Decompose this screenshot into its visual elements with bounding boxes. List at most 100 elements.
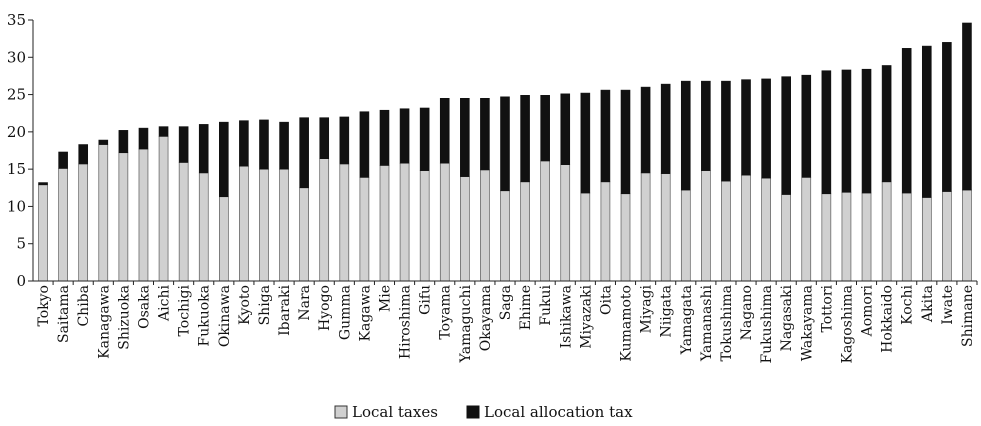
- x-tick-label-okinawa: Okinawa: [217, 285, 233, 347]
- bar-local-allocation-tax-kochi: [901, 48, 912, 194]
- legend-swatch-local-allocation-tax: [466, 405, 480, 419]
- bar-local-taxes-kumamoto: [620, 193, 631, 282]
- y-tick-label: 35: [7, 11, 26, 29]
- x-axis: Tokyo Saitama Chiba Kanagawa Shizuoka Osaka Ai…: [33, 280, 978, 364]
- x-tick-label-shiga: Shiga: [257, 285, 273, 325]
- x-tick-label-ibaraki: Ibaraki: [277, 284, 293, 335]
- bar-local-taxes-aomori: [861, 192, 872, 282]
- bar-local-allocation-tax-shiga: [259, 119, 269, 170]
- x-tick-label-osaka: Osaka: [136, 285, 152, 329]
- bar-local-allocation-tax-wakayama: [801, 74, 812, 178]
- x-tick-label-aomori: Aomori: [860, 284, 876, 337]
- y-tick-label: 20: [7, 123, 26, 141]
- x-tick-label-tottori: Tottori: [819, 284, 835, 332]
- bar-local-taxes-fukuoka: [198, 172, 209, 282]
- y-tick-label: 10: [7, 197, 26, 215]
- x-tick-label-tochigi: Tochigi: [177, 284, 193, 336]
- bar-local-allocation-tax-tochigi: [178, 126, 189, 163]
- x-tick-label-chiba: Chiba: [76, 285, 92, 327]
- bar-local-allocation-tax-fukushima: [761, 78, 771, 179]
- bar-local-allocation-tax-osaka: [138, 127, 149, 150]
- bar-local-taxes-ishikawa: [560, 164, 571, 282]
- y-tick-label: 0: [16, 272, 26, 290]
- bar-local-allocation-tax-miyazaki: [580, 92, 591, 194]
- bar-local-taxes-shizuoka: [118, 152, 129, 282]
- bar-local-taxes-shiga: [259, 168, 269, 282]
- bar-local-taxes-toyama: [439, 162, 450, 282]
- bar-local-allocation-tax-nagano: [741, 79, 751, 176]
- bar-local-taxes-hyogo: [319, 158, 330, 282]
- bar-local-allocation-tax-aomori: [861, 68, 872, 194]
- bar-local-taxes-chiba: [78, 163, 89, 282]
- x-tick-label-saitama: Saitama: [56, 285, 72, 343]
- bar-local-allocation-tax-niigata: [660, 83, 671, 174]
- bar-local-allocation-tax-saitama: [58, 151, 68, 169]
- x-tick-label-akita: Akita: [920, 285, 936, 323]
- x-tick-label-yamaguchi: Yamaguchi: [458, 284, 474, 363]
- bar-local-taxes-kochi: [901, 192, 912, 282]
- bar-local-taxes-miyagi: [640, 172, 651, 282]
- x-tick-label-aichi: Aichi: [157, 284, 173, 321]
- x-tick-label-kanagawa: Kanagawa: [96, 285, 112, 359]
- bar-local-allocation-tax-ehime: [520, 95, 530, 183]
- x-tick-label-tokyo: Tokyo: [36, 285, 52, 327]
- bar-local-taxes-wakayama: [801, 177, 812, 282]
- bar-local-taxes-tokyo: [38, 184, 48, 282]
- bar-local-taxes-kagoshima: [841, 191, 852, 282]
- bar-local-taxes-gifu: [419, 170, 430, 282]
- y-axis: 0 5 10 15 20 25 30 35: [7, 11, 34, 290]
- bar-local-taxes-yamanashi: [701, 170, 711, 282]
- bars: [38, 22, 972, 282]
- x-tick-label-nara: Nara: [297, 285, 313, 321]
- x-tick-label-nagano: Nagano: [739, 285, 755, 340]
- x-tick-label-saga: Saga: [498, 285, 514, 320]
- x-tick-label-kagawa: Kagawa: [357, 285, 373, 341]
- bar-local-taxes-nara: [299, 187, 309, 282]
- bar-local-allocation-tax-tottori: [821, 70, 832, 195]
- bar-local-taxes-yamagata: [680, 189, 691, 282]
- bar-local-taxes-hokkaido: [881, 181, 892, 282]
- bar-local-allocation-tax-miyagi: [640, 86, 651, 174]
- bar-local-taxes-nagasaki: [781, 194, 791, 282]
- bar-local-taxes-kanagawa: [98, 144, 109, 282]
- bar-local-taxes-ehime: [520, 181, 530, 282]
- bar-local-allocation-tax-kumamoto: [620, 89, 631, 195]
- bar-local-allocation-tax-gifu: [419, 107, 430, 171]
- bar-local-allocation-tax-kagoshima: [841, 69, 852, 193]
- bar-local-taxes-okayama: [480, 169, 490, 282]
- bar-local-allocation-tax-shimane: [962, 22, 972, 191]
- bar-local-allocation-tax-okayama: [480, 98, 490, 171]
- bar-local-taxes-osaka: [138, 148, 149, 282]
- bar-local-taxes-oita: [600, 181, 611, 282]
- bar-local-taxes-shimane: [962, 189, 972, 282]
- bar-local-taxes-tottori: [821, 193, 832, 282]
- bar-local-allocation-tax-kyoto: [239, 120, 249, 167]
- x-tick-label-tokushima: Tokushima: [719, 285, 735, 361]
- bar-local-allocation-tax-hyogo: [319, 117, 330, 160]
- x-tick-label-niigata: Niigata: [659, 285, 675, 338]
- y-tick-label: 5: [16, 235, 26, 253]
- bar-local-taxes-saga: [500, 190, 510, 282]
- bar-local-taxes-iwate: [942, 191, 952, 282]
- bar-local-allocation-tax-oita: [600, 89, 611, 183]
- bar-local-allocation-tax-nagasaki: [781, 76, 791, 195]
- legend-label-local-taxes: Local taxes: [352, 403, 438, 421]
- bar-local-allocation-tax-fukui: [540, 95, 550, 162]
- bar-local-taxes-yamaguchi: [460, 176, 470, 282]
- x-tick-label-gumma: Gumma: [337, 285, 353, 340]
- bar-local-taxes-tokushima: [721, 180, 731, 282]
- bar-local-taxes-miyazaki: [580, 192, 591, 282]
- legend-label-local-allocation-tax: Local allocation tax: [484, 403, 633, 421]
- y-tick-label: 15: [7, 160, 26, 178]
- bar-local-allocation-tax-nara: [299, 117, 309, 189]
- bar-local-taxes-gumma: [339, 163, 350, 282]
- bar-local-allocation-tax-yamanashi: [701, 80, 711, 171]
- bar-local-allocation-tax-kanagawa: [98, 139, 109, 145]
- bar-local-taxes-fukushima: [761, 177, 771, 282]
- x-tick-label-wakayama: Wakayama: [799, 285, 815, 361]
- x-tick-label-fukushima: Fukushima: [759, 285, 775, 364]
- x-tick-label-kagoshima: Kagoshima: [839, 285, 855, 364]
- bar-local-taxes-fukui: [540, 160, 550, 282]
- x-tick-label-okayama: Okayama: [478, 285, 494, 351]
- bar-local-allocation-tax-chiba: [78, 144, 89, 165]
